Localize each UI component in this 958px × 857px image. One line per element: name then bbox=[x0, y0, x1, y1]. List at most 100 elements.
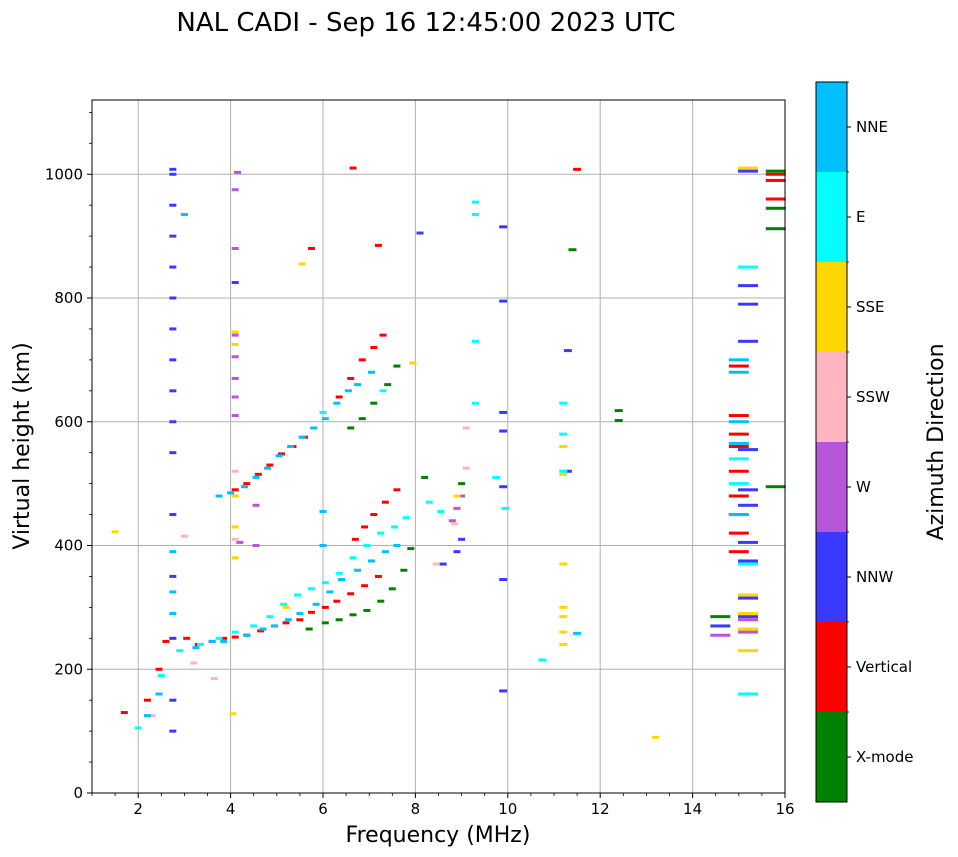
data-point-vertical bbox=[351, 537, 359, 541]
data-point-x-mode bbox=[407, 547, 415, 551]
colorbar-swatch bbox=[816, 442, 847, 532]
data-point-vertical bbox=[728, 414, 749, 418]
data-point-x-mode bbox=[347, 426, 355, 430]
data-point-nne bbox=[208, 639, 216, 643]
data-point-nne bbox=[284, 618, 292, 622]
data-point-e bbox=[728, 482, 749, 486]
data-point-e bbox=[377, 531, 385, 535]
data-point-vertical bbox=[335, 395, 343, 399]
data-point-sse bbox=[231, 494, 239, 498]
data-point-nnw bbox=[738, 302, 759, 306]
data-point-vertical bbox=[728, 445, 749, 448]
data-point-nne bbox=[270, 624, 278, 628]
data-point-nnw bbox=[738, 488, 759, 492]
data-point-vertical bbox=[162, 639, 170, 643]
data-point-e bbox=[471, 212, 479, 216]
data-point-vertical bbox=[765, 197, 786, 201]
data-point-nne bbox=[240, 485, 248, 489]
data-point-nnw bbox=[738, 448, 759, 452]
data-point-w bbox=[453, 506, 461, 510]
data-point-nnw bbox=[738, 503, 759, 507]
colorbar-swatch bbox=[816, 352, 847, 442]
data-point-e bbox=[280, 602, 288, 606]
data-point-x-mode bbox=[765, 485, 786, 489]
x-axis-label: Frequency (MHz) bbox=[346, 823, 531, 848]
data-point-nne bbox=[728, 358, 749, 362]
data-point-vertical bbox=[266, 463, 274, 467]
data-point-x-mode bbox=[335, 618, 343, 622]
data-point-nne bbox=[326, 590, 334, 594]
data-point-x-mode bbox=[388, 587, 396, 591]
data-point-nne bbox=[333, 401, 341, 405]
colorbar-swatch bbox=[816, 172, 847, 262]
grid-layer bbox=[92, 100, 786, 794]
data-point-vertical bbox=[282, 621, 290, 625]
data-point-e bbox=[559, 469, 568, 473]
colorbar-label: NNE bbox=[856, 118, 888, 136]
data-point-nnw bbox=[169, 389, 177, 393]
data-point-nne bbox=[728, 370, 749, 374]
data-point-nnw bbox=[169, 234, 177, 238]
data-point-x-mode bbox=[377, 599, 385, 603]
data-point-vertical bbox=[361, 584, 369, 588]
data-point-vertical bbox=[307, 610, 315, 614]
data-point-sse bbox=[738, 612, 759, 616]
data-point-vertical bbox=[381, 500, 389, 504]
data-point-vertical bbox=[183, 636, 191, 640]
data-layer bbox=[111, 166, 786, 739]
data-point-nne bbox=[298, 435, 306, 439]
data-point-sse bbox=[559, 605, 568, 609]
data-point-vertical bbox=[361, 525, 369, 529]
data-point-e bbox=[538, 658, 547, 662]
data-point-sse bbox=[738, 593, 759, 597]
data-point-sse bbox=[559, 630, 568, 634]
data-point-nnw bbox=[499, 225, 508, 229]
plot-frame bbox=[91, 99, 786, 794]
data-point-nne bbox=[264, 466, 272, 470]
y-axis-label: Virtual height (km) bbox=[10, 342, 35, 549]
colorbar-label: E bbox=[856, 208, 865, 226]
data-point-nne bbox=[337, 578, 345, 582]
data-point-x-mode bbox=[765, 227, 786, 231]
colorbar-label: W bbox=[856, 478, 871, 496]
data-point-e bbox=[250, 624, 258, 628]
data-point-w bbox=[252, 503, 260, 507]
x-tick-label: 10 bbox=[498, 800, 517, 818]
data-point-vertical bbox=[120, 711, 128, 715]
data-point-nne bbox=[728, 441, 749, 445]
data-point-nnw bbox=[231, 281, 239, 285]
data-point-nne bbox=[319, 509, 327, 513]
data-point-vertical bbox=[277, 452, 285, 456]
data-point-e bbox=[425, 500, 433, 504]
data-point-x-mode bbox=[370, 401, 378, 405]
data-point-nne bbox=[296, 612, 304, 616]
data-point-nne bbox=[259, 627, 267, 631]
data-point-x-mode bbox=[765, 206, 786, 210]
data-point-nnw bbox=[169, 451, 177, 455]
data-point-e bbox=[471, 401, 479, 405]
x-tick-label: 14 bbox=[683, 800, 702, 818]
data-point-x-mode bbox=[349, 613, 357, 617]
data-point-nnw bbox=[738, 596, 759, 600]
data-point-vertical bbox=[573, 167, 582, 171]
data-point-nne bbox=[368, 559, 376, 563]
colorbar-label: SSE bbox=[856, 298, 885, 316]
data-point-nnw bbox=[169, 327, 177, 331]
data-point-nnw bbox=[738, 559, 759, 563]
data-point-e bbox=[738, 265, 759, 269]
data-point-e bbox=[437, 509, 445, 513]
y-tick-label: 0 bbox=[73, 784, 83, 802]
data-point-nnw bbox=[169, 172, 177, 176]
y-tick-label: 600 bbox=[54, 413, 83, 431]
data-point-e bbox=[728, 457, 749, 461]
data-point-nnw bbox=[169, 729, 177, 733]
chart-title: NAL CADI - Sep 16 12:45:00 2023 UTC bbox=[176, 8, 675, 38]
data-point-vertical bbox=[379, 333, 387, 337]
data-point-nnw bbox=[499, 689, 508, 693]
data-point-ssw bbox=[190, 661, 198, 665]
data-point-e bbox=[266, 615, 274, 619]
data-point-ssw bbox=[451, 522, 459, 526]
data-point-ssw bbox=[462, 466, 470, 470]
y-tick-label: 1000 bbox=[45, 165, 83, 183]
data-point-sse bbox=[738, 649, 759, 653]
